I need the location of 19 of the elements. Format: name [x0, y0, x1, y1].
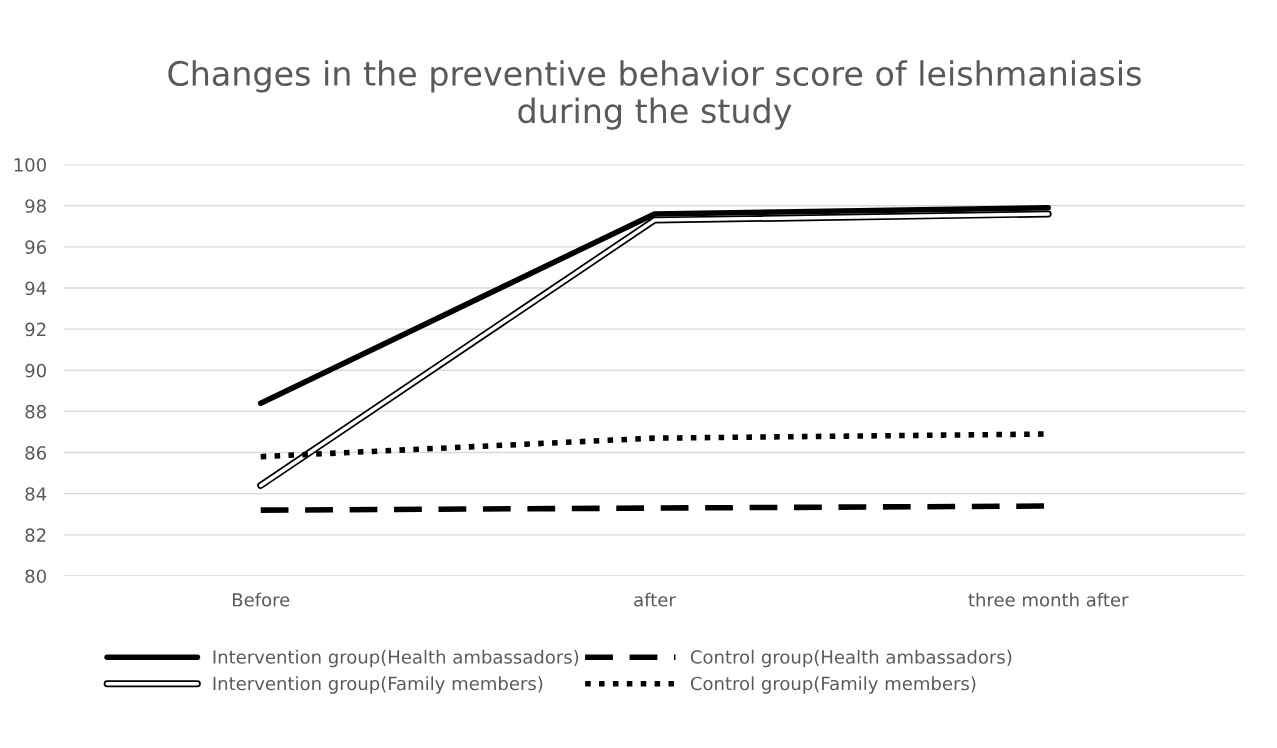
y-tick-label: 82	[25, 528, 46, 542]
y-tick-label: 90	[25, 363, 46, 378]
y-tick-label: 94	[25, 281, 47, 296]
y-tick-label: 86	[25, 446, 47, 460]
y-tick-label: 100	[14, 158, 46, 172]
x-tick-label: after	[634, 592, 676, 607]
x-tick-label: three month after	[968, 592, 1129, 607]
chart-title: Changes in the preventive behavior score of leishmaniasis during the study	[168, 60, 1141, 130]
legend-label: Intervention group(Family members)	[213, 676, 543, 694]
legend-label: Control group(Health ambassadors)	[690, 649, 1012, 668]
y-tick-label: 88	[25, 404, 46, 419]
y-tick-label: 80	[25, 569, 46, 584]
y-tick-label: 98	[25, 199, 46, 213]
y-tick-label: 84	[25, 487, 47, 501]
legend-label: Intervention group(Health ambassadors)	[213, 649, 579, 668]
x-tick-label: Before	[232, 592, 290, 607]
legend-label: Control group(Family members)	[690, 676, 976, 694]
y-tick-label: 96	[25, 240, 47, 254]
y-tick-label: 92	[25, 322, 46, 337]
